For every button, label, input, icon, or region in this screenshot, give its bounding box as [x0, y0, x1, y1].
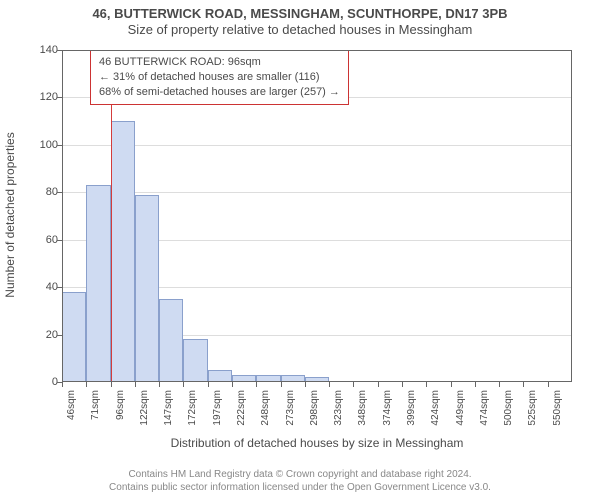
- xtick-mark: [111, 382, 112, 387]
- histogram-bar: [62, 292, 86, 382]
- xtick-label: 449sqm: [455, 390, 466, 440]
- xtick-label: 550sqm: [552, 390, 563, 440]
- xtick-mark: [426, 382, 427, 387]
- histogram-bar: [256, 375, 280, 382]
- histogram-bar: [281, 375, 305, 382]
- xtick-label: 323sqm: [333, 390, 344, 440]
- xtick-label: 71sqm: [90, 390, 101, 440]
- info-line-1: 46 BUTTERWICK ROAD: 96sqm: [99, 55, 340, 70]
- page-title: 46, BUTTERWICK ROAD, MESSINGHAM, SCUNTHO…: [0, 0, 600, 21]
- xtick-mark: [451, 382, 452, 387]
- y-axis-label: Number of detached properties: [3, 125, 17, 305]
- xtick-mark: [305, 382, 306, 387]
- xtick-label: 248sqm: [260, 390, 271, 440]
- xtick-label: 122sqm: [139, 390, 150, 440]
- xtick-label: 348sqm: [357, 390, 368, 440]
- xtick-label: 222sqm: [236, 390, 247, 440]
- histogram-bar: [232, 375, 256, 382]
- info-line-2: ← 31% of detached houses are smaller (11…: [99, 70, 340, 85]
- xtick-label: 474sqm: [479, 390, 490, 440]
- xtick-label: 197sqm: [212, 390, 223, 440]
- credits-line-1: Contains HM Land Registry data © Crown c…: [0, 468, 600, 481]
- xtick-label: 399sqm: [406, 390, 417, 440]
- info-box: 46 BUTTERWICK ROAD: 96sqm ← 31% of detac…: [90, 50, 349, 105]
- histogram-bar: [86, 185, 110, 382]
- x-axis-label: Distribution of detached houses by size …: [62, 436, 572, 450]
- xtick-mark: [86, 382, 87, 387]
- xtick-mark: [499, 382, 500, 387]
- gridline: [62, 192, 572, 193]
- xtick-mark: [402, 382, 403, 387]
- xtick-mark: [256, 382, 257, 387]
- xtick-mark: [548, 382, 549, 387]
- xtick-label: 172sqm: [187, 390, 198, 440]
- xtick-mark: [523, 382, 524, 387]
- xtick-label: 525sqm: [527, 390, 538, 440]
- xtick-label: 96sqm: [115, 390, 126, 440]
- xtick-mark: [135, 382, 136, 387]
- histogram-bar: [135, 195, 159, 382]
- histogram-bar: [183, 339, 207, 382]
- histogram-bar: [159, 299, 183, 382]
- ytick-label: 140: [40, 44, 58, 56]
- xtick-label: 273sqm: [285, 390, 296, 440]
- xtick-label: 147sqm: [163, 390, 174, 440]
- xtick-label: 424sqm: [430, 390, 441, 440]
- xtick-label: 46sqm: [66, 390, 77, 440]
- ytick-label: 120: [40, 91, 58, 103]
- credits-line-2: Contains public sector information licen…: [0, 481, 600, 494]
- xtick-mark: [62, 382, 63, 387]
- gridline: [62, 145, 572, 146]
- histogram-bar: [305, 377, 329, 382]
- xtick-mark: [353, 382, 354, 387]
- histogram-bar: [111, 121, 135, 382]
- xtick-mark: [232, 382, 233, 387]
- histogram-bar: [208, 370, 232, 382]
- xtick-mark: [208, 382, 209, 387]
- xtick-mark: [329, 382, 330, 387]
- info-line-3: 68% of semi-detached houses are larger (…: [99, 85, 340, 100]
- page-subtitle: Size of property relative to detached ho…: [0, 22, 600, 37]
- xtick-mark: [475, 382, 476, 387]
- xtick-mark: [378, 382, 379, 387]
- xtick-label: 374sqm: [382, 390, 393, 440]
- credits: Contains HM Land Registry data © Crown c…: [0, 468, 600, 494]
- xtick-label: 298sqm: [309, 390, 320, 440]
- xtick-mark: [159, 382, 160, 387]
- xtick-label: 500sqm: [503, 390, 514, 440]
- ytick-label: 100: [40, 139, 58, 151]
- xtick-mark: [281, 382, 282, 387]
- xtick-mark: [183, 382, 184, 387]
